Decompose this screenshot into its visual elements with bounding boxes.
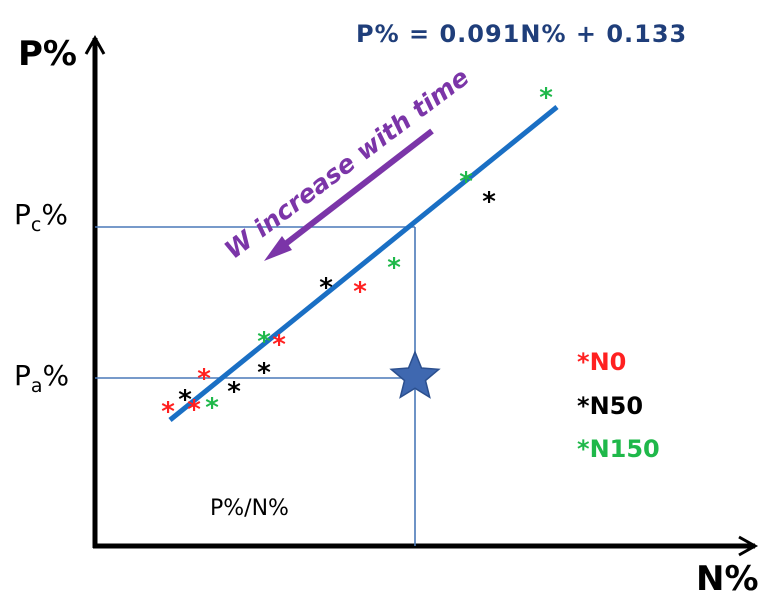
point-n150: * bbox=[459, 167, 473, 197]
pc-suffix: % bbox=[41, 198, 68, 231]
point-n0: * bbox=[197, 364, 211, 394]
pc-label: Pc% bbox=[14, 198, 68, 236]
legend: *N0 *N50 *N150 bbox=[577, 348, 660, 463]
point-n150: * bbox=[539, 83, 553, 113]
time-arrow-head bbox=[264, 236, 292, 261]
pa-label: Pa% bbox=[14, 359, 69, 397]
pc-main: P bbox=[14, 198, 31, 231]
point-n0: * bbox=[161, 397, 175, 427]
data-points: * * * * * * * * * * * * * * * bbox=[161, 83, 553, 427]
y-axis-label: P% bbox=[18, 34, 77, 74]
point-n0: * bbox=[187, 395, 201, 425]
legend-item-n150: *N150 bbox=[577, 435, 660, 463]
point-n50: * bbox=[227, 377, 241, 407]
point-n150: * bbox=[257, 327, 271, 357]
regression-equation: P% = 0.091N% + 0.133 bbox=[356, 20, 687, 48]
point-n50: * bbox=[319, 273, 333, 303]
legend-n50-marker: * bbox=[577, 392, 590, 420]
ratio-label: P%/N% bbox=[210, 496, 289, 521]
point-n150: * bbox=[387, 253, 401, 283]
pa-main: P bbox=[14, 359, 31, 392]
legend-n150-label: N150 bbox=[590, 435, 660, 463]
regression-line bbox=[168, 105, 559, 422]
point-n0: * bbox=[353, 277, 367, 307]
point-n50: * bbox=[178, 385, 192, 415]
legend-item-n50: *N50 bbox=[577, 392, 643, 420]
legend-n50-label: N50 bbox=[590, 392, 643, 420]
legend-n150-marker: * bbox=[577, 435, 590, 463]
axes bbox=[84, 34, 759, 557]
x-axis-label: N% bbox=[696, 559, 759, 592]
y-axis-arrowhead bbox=[84, 34, 106, 55]
point-n0: * bbox=[272, 330, 286, 360]
point-n50: * bbox=[257, 358, 271, 388]
pa-sub: a bbox=[31, 375, 43, 397]
pa-suffix: % bbox=[43, 359, 70, 392]
x-axis-arrowhead bbox=[738, 535, 759, 557]
legend-n0-marker: * bbox=[577, 348, 590, 376]
legend-item-n0: *N0 bbox=[577, 348, 626, 376]
time-arrow bbox=[264, 128, 434, 261]
point-n150: * bbox=[205, 393, 219, 423]
star-icon bbox=[389, 350, 441, 399]
legend-n0-label: N0 bbox=[590, 348, 627, 376]
point-n50: * bbox=[482, 187, 496, 217]
arrow-label: W increase with time bbox=[219, 62, 474, 264]
pc-sub: c bbox=[31, 214, 41, 236]
time-arrow-shaft bbox=[273, 128, 434, 255]
